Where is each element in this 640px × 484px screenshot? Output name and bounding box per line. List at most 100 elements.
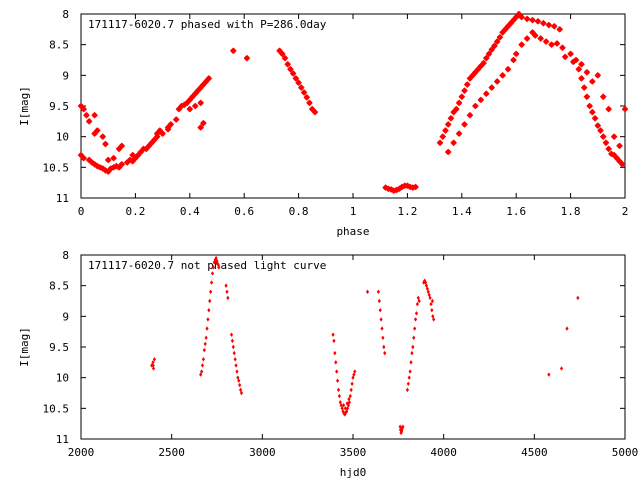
data-point: [444, 148, 452, 156]
data-point: [504, 65, 512, 73]
data-point: [413, 326, 417, 331]
data-point: [110, 154, 117, 162]
data-point: [616, 142, 623, 150]
data-point: [80, 105, 88, 113]
data-point: [378, 308, 382, 313]
y-tick-label: 10.5: [43, 161, 70, 174]
y-tick-label: 9: [62, 69, 69, 82]
data-point: [376, 289, 380, 294]
data-point: [414, 311, 419, 316]
y-tick-label: 8.5: [49, 39, 69, 52]
x-tick-label: 3000: [249, 446, 276, 459]
data-point: [480, 59, 487, 67]
data-point: [209, 289, 213, 294]
x-tick-label: 2: [622, 205, 629, 218]
data-points: [150, 255, 580, 436]
data-point: [550, 22, 558, 30]
data-point: [382, 344, 386, 350]
data-point: [217, 265, 221, 270]
y-tick-label: 8.5: [49, 280, 69, 293]
data-point: [413, 317, 418, 322]
x-tick-label: 3500: [340, 446, 367, 459]
x-tick-label: 0: [78, 205, 85, 218]
x-tick-label: 4500: [521, 446, 548, 459]
data-point: [281, 54, 289, 62]
data-point: [118, 160, 126, 168]
data-points: [77, 10, 629, 194]
data-point: [567, 50, 574, 58]
data-point: [545, 21, 553, 29]
data-point: [292, 75, 300, 82]
data-point: [512, 50, 520, 58]
data-point: [104, 156, 112, 164]
data-point: [83, 111, 90, 119]
data-point: [151, 366, 156, 371]
data-point: [450, 139, 457, 147]
data-point: [408, 369, 412, 374]
data-point: [430, 298, 435, 304]
data-point: [129, 151, 136, 159]
data-point: [412, 335, 416, 340]
data-point: [518, 13, 525, 21]
data-point: [570, 58, 577, 66]
data-point: [202, 347, 206, 353]
data-point: [602, 139, 610, 147]
x-tick-label: 2500: [158, 446, 185, 459]
data-point: [344, 410, 348, 415]
data-point: [205, 326, 209, 331]
data-point: [429, 301, 433, 307]
data-point: [94, 127, 101, 134]
data-point: [594, 72, 602, 79]
y-tick-label: 11: [56, 192, 69, 205]
data-point: [335, 378, 340, 383]
data-point: [400, 427, 404, 432]
data-point: [225, 289, 229, 294]
data-point: [586, 102, 593, 110]
data-point: [422, 280, 426, 285]
data-point: [499, 72, 506, 79]
data-point: [150, 363, 154, 368]
data-point: [300, 89, 308, 96]
data-point: [142, 145, 150, 153]
data-point: [278, 50, 286, 58]
data-point: [152, 357, 157, 362]
data-point: [233, 357, 237, 362]
x-tick-label: 1.6: [506, 205, 526, 218]
data-point: [447, 114, 455, 122]
data-point: [578, 75, 585, 82]
data-point: [412, 183, 419, 191]
data-point: [102, 140, 109, 148]
data-point: [621, 105, 629, 113]
data-point: [542, 38, 550, 45]
data-point: [238, 382, 242, 388]
data-point: [332, 338, 336, 344]
data-point: [350, 381, 354, 386]
data-point: [151, 360, 155, 365]
data-point: [466, 111, 474, 119]
data-point: [380, 326, 384, 331]
data-point: [164, 124, 172, 131]
data-point: [442, 127, 449, 134]
data-point: [343, 412, 347, 417]
data-point: [197, 99, 204, 107]
data-point: [401, 424, 405, 429]
phased-light-curve-panel: 0 0.2 0.4 0.6 0.8 1 1.2 1.4 1.6 1.8 2 8 8.5 9 9.5 10 10.…: [18, 8, 628, 238]
data-point: [575, 65, 583, 73]
x-tick-label: 0.4: [180, 205, 200, 218]
data-point: [226, 295, 230, 301]
y-tick-label: 9: [62, 310, 69, 323]
data-point: [298, 84, 305, 91]
y-tick-label: 8: [62, 8, 69, 21]
data-point: [118, 142, 126, 150]
x-tick-label: 1.2: [397, 205, 417, 218]
data-point: [432, 317, 436, 322]
x-axis-label: hjd0: [340, 466, 367, 479]
data-point: [461, 87, 468, 94]
data-point: [214, 260, 218, 265]
data-point: [458, 93, 466, 101]
data-point: [594, 122, 602, 129]
data-point: [80, 154, 88, 162]
data-point: [381, 335, 385, 340]
data-point: [347, 396, 351, 402]
data-point: [229, 332, 234, 337]
